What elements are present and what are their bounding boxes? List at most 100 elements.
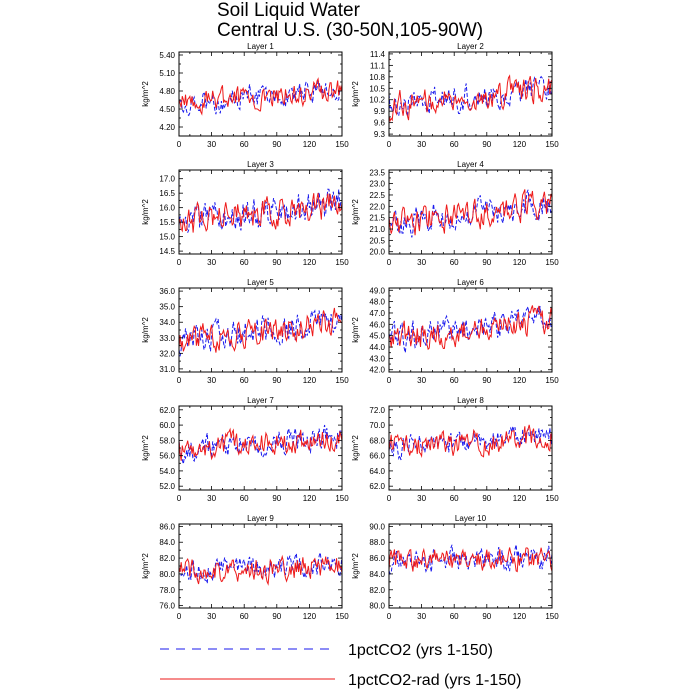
y-tick-label: 46.0 bbox=[369, 320, 385, 329]
y-tick-label: 78.0 bbox=[159, 586, 175, 595]
x-tick-label: 90 bbox=[482, 140, 491, 149]
x-tick-label: 60 bbox=[240, 376, 249, 385]
y-tick-label: 9.9 bbox=[374, 107, 386, 116]
x-tick-label: 90 bbox=[272, 140, 281, 149]
x-tick-label: 150 bbox=[545, 494, 559, 503]
panel-layer-10: Layer 10 kg/m^2 0 30 60 90 120 150 80.0 82.0 84.0 8… bbox=[351, 514, 559, 621]
y-tick-label: 35.0 bbox=[159, 303, 175, 312]
x-tick-label: 120 bbox=[303, 140, 317, 149]
x-tick-label: 30 bbox=[417, 612, 426, 621]
y-tick-label: 4.50 bbox=[159, 105, 175, 114]
series-line-1pctco2-rad bbox=[388, 74, 553, 123]
legend-label: 1pctCO2-rad (yrs 1-150) bbox=[348, 672, 521, 689]
x-tick-label: 120 bbox=[303, 494, 317, 503]
y-tick-label: 84.0 bbox=[159, 538, 175, 547]
x-tick-label: 60 bbox=[450, 494, 459, 503]
x-tick-label: 120 bbox=[513, 612, 527, 621]
y-tick-label: 90.0 bbox=[369, 522, 385, 531]
y-axis-label: kg/m^2 bbox=[351, 81, 360, 107]
y-tick-label: 54.0 bbox=[159, 467, 175, 476]
x-tick-label: 0 bbox=[177, 258, 182, 267]
x-tick-label: 90 bbox=[482, 258, 491, 267]
x-tick-label: 120 bbox=[513, 376, 527, 385]
series-line-1pctco2-rad bbox=[388, 305, 553, 351]
x-tick-label: 150 bbox=[335, 494, 349, 503]
y-tick-label: 10.8 bbox=[369, 73, 385, 82]
y-tick-label: 16.5 bbox=[159, 189, 175, 198]
y-tick-label: 45.0 bbox=[369, 332, 385, 341]
panel-title: Layer 5 bbox=[247, 278, 274, 287]
y-tick-label: 66.0 bbox=[369, 452, 385, 461]
y-axis-label: kg/m^2 bbox=[351, 553, 360, 579]
y-tick-label: 36.0 bbox=[159, 287, 175, 296]
series-line-1pctco2 bbox=[388, 304, 553, 353]
y-tick-label: 82.0 bbox=[369, 586, 385, 595]
series-line-1pctco2-rad bbox=[388, 424, 553, 458]
y-tick-label: 44.0 bbox=[369, 343, 385, 352]
y-tick-label: 43.0 bbox=[369, 354, 385, 363]
x-tick-label: 0 bbox=[177, 376, 182, 385]
series-line-1pctco2-rad bbox=[178, 427, 343, 461]
series-line-1pctco2 bbox=[178, 80, 343, 117]
panel-title: Layer 9 bbox=[247, 514, 274, 523]
x-tick-label: 120 bbox=[303, 612, 317, 621]
panel-title: Layer 8 bbox=[457, 396, 484, 405]
y-tick-label: 88.0 bbox=[369, 538, 385, 547]
x-tick-label: 30 bbox=[207, 612, 216, 621]
x-tick-label: 150 bbox=[335, 376, 349, 385]
y-tick-label: 68.0 bbox=[369, 436, 385, 445]
x-tick-label: 60 bbox=[450, 376, 459, 385]
x-tick-label: 0 bbox=[387, 494, 392, 503]
series-line-1pctco2 bbox=[178, 552, 343, 584]
x-tick-label: 90 bbox=[482, 494, 491, 503]
series-line-1pctco2-rad bbox=[178, 307, 343, 353]
y-tick-label: 23.5 bbox=[369, 168, 385, 177]
y-axis-label: kg/m^2 bbox=[351, 199, 360, 225]
figure-subtitle: Central U.S. (30-50N,105-90W) bbox=[217, 20, 484, 41]
x-tick-label: 0 bbox=[387, 376, 392, 385]
x-tick-label: 90 bbox=[272, 258, 281, 267]
y-tick-label: 31.0 bbox=[159, 365, 175, 374]
series-line-1pctco2-rad bbox=[178, 77, 343, 116]
y-tick-label: 72.0 bbox=[369, 406, 385, 415]
panel-title: Layer 2 bbox=[457, 42, 484, 51]
panel-title: Layer 3 bbox=[247, 160, 274, 169]
y-tick-label: 62.0 bbox=[159, 406, 175, 415]
y-tick-label: 9.3 bbox=[374, 130, 386, 139]
x-tick-label: 120 bbox=[513, 258, 527, 267]
plot-frame bbox=[178, 169, 343, 255]
x-tick-label: 30 bbox=[417, 140, 426, 149]
x-tick-label: 60 bbox=[450, 258, 459, 267]
x-tick-label: 90 bbox=[482, 612, 491, 621]
x-tick-label: 90 bbox=[272, 376, 281, 385]
panel-title: Layer 10 bbox=[455, 514, 487, 523]
x-tick-label: 150 bbox=[335, 258, 349, 267]
y-tick-label: 86.0 bbox=[159, 522, 175, 531]
x-tick-label: 60 bbox=[240, 258, 249, 267]
y-tick-label: 84.0 bbox=[369, 570, 385, 579]
y-tick-label: 4.20 bbox=[159, 123, 175, 132]
y-tick-label: 20.5 bbox=[369, 236, 385, 245]
y-tick-label: 4.80 bbox=[159, 87, 175, 96]
x-tick-label: 150 bbox=[335, 140, 349, 149]
y-tick-label: 86.0 bbox=[369, 554, 385, 563]
series-line-1pctco2-rad bbox=[178, 192, 343, 233]
y-tick-label: 15.5 bbox=[159, 218, 175, 227]
panel-title: Layer 6 bbox=[457, 278, 484, 287]
y-axis-label: kg/m^2 bbox=[141, 317, 150, 343]
x-tick-label: 150 bbox=[545, 376, 559, 385]
x-tick-label: 30 bbox=[417, 376, 426, 385]
y-axis-label: kg/m^2 bbox=[351, 317, 360, 343]
y-tick-label: 20.0 bbox=[369, 248, 385, 257]
y-tick-label: 22.0 bbox=[369, 202, 385, 211]
y-tick-label: 23.0 bbox=[369, 180, 385, 189]
y-axis-label: kg/m^2 bbox=[141, 435, 150, 461]
x-tick-label: 90 bbox=[272, 494, 281, 503]
x-tick-label: 0 bbox=[387, 612, 392, 621]
x-tick-label: 150 bbox=[335, 612, 349, 621]
y-tick-label: 42.0 bbox=[369, 366, 385, 375]
panel-layer-4: Layer 4 kg/m^2 0 30 60 90 120 150 20.0 20.5 21.0 21… bbox=[351, 160, 559, 267]
panel-layer-5: Layer 5 kg/m^2 0 30 60 90 120 150 31.0 32.0 33.0 34… bbox=[141, 278, 349, 385]
y-tick-label: 47.0 bbox=[369, 309, 385, 318]
y-tick-label: 21.0 bbox=[369, 225, 385, 234]
